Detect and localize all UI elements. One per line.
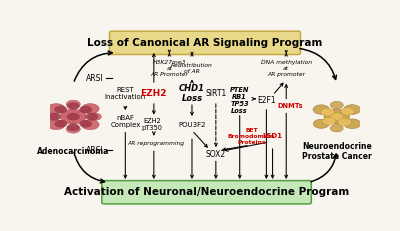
Circle shape: [55, 106, 67, 113]
Circle shape: [55, 120, 67, 127]
Circle shape: [82, 120, 99, 130]
Circle shape: [330, 101, 343, 109]
Circle shape: [67, 124, 80, 131]
Circle shape: [66, 125, 80, 133]
Circle shape: [338, 118, 351, 126]
Text: SIRT1: SIRT1: [205, 89, 226, 98]
Text: DNMTs: DNMTs: [278, 103, 303, 109]
Text: ARSI: ARSI: [86, 146, 104, 155]
Circle shape: [67, 102, 80, 109]
Circle shape: [88, 113, 102, 120]
Circle shape: [80, 120, 92, 127]
Circle shape: [313, 119, 329, 128]
Text: LSD1: LSD1: [262, 133, 282, 139]
Circle shape: [330, 113, 344, 121]
Circle shape: [47, 103, 65, 114]
Text: Activation of Neuronal/Neuroendocrine Program: Activation of Neuronal/Neuroendocrine Pr…: [64, 187, 349, 197]
Circle shape: [313, 105, 330, 114]
Circle shape: [45, 113, 58, 120]
Text: BET
Bromodomain
Proteins: BET Bromodomain Proteins: [228, 128, 275, 145]
Circle shape: [344, 105, 361, 114]
Text: E2F1: E2F1: [257, 96, 276, 105]
Circle shape: [322, 117, 336, 125]
Text: SOX2: SOX2: [206, 149, 226, 158]
Text: AR reprogramming: AR reprogramming: [127, 141, 184, 146]
Text: ARSI: ARSI: [86, 74, 104, 83]
Circle shape: [47, 120, 65, 130]
Text: CHD1
Loss: CHD1 Loss: [179, 84, 205, 103]
Text: EZH2: EZH2: [141, 89, 167, 98]
Text: H3K27me3
at
AR Promoter: H3K27me3 at AR Promoter: [150, 60, 188, 77]
Text: POU3F2: POU3F2: [178, 122, 206, 128]
Circle shape: [82, 103, 99, 114]
FancyBboxPatch shape: [110, 31, 300, 55]
Text: Redistribution
of AR: Redistribution of AR: [171, 63, 213, 74]
Circle shape: [67, 113, 80, 120]
Circle shape: [48, 113, 61, 120]
Text: REST
Inactivation: REST Inactivation: [105, 87, 146, 100]
FancyBboxPatch shape: [102, 181, 311, 204]
Circle shape: [341, 107, 354, 115]
Text: Loss of Canonical AR Signaling Program: Loss of Canonical AR Signaling Program: [87, 38, 323, 48]
Circle shape: [60, 109, 86, 124]
Circle shape: [66, 100, 80, 108]
Circle shape: [330, 125, 343, 132]
Circle shape: [324, 109, 350, 124]
Text: PTEN
RB1
TP53
Loss: PTEN RB1 TP53 Loss: [230, 87, 250, 114]
Text: nBAF
Complex: nBAF Complex: [110, 115, 140, 128]
Circle shape: [321, 108, 334, 116]
Circle shape: [80, 106, 92, 113]
Text: Neuroendocrine
Prostate Cancer: Neuroendocrine Prostate Cancer: [302, 142, 372, 161]
Text: Adenocarcinoma: Adenocarcinoma: [37, 147, 110, 156]
Text: EZH2
pT350: EZH2 pT350: [142, 118, 163, 131]
Circle shape: [86, 113, 98, 120]
Text: DNA methylation
at
AR promoter: DNA methylation at AR promoter: [261, 60, 312, 77]
Circle shape: [344, 119, 361, 129]
